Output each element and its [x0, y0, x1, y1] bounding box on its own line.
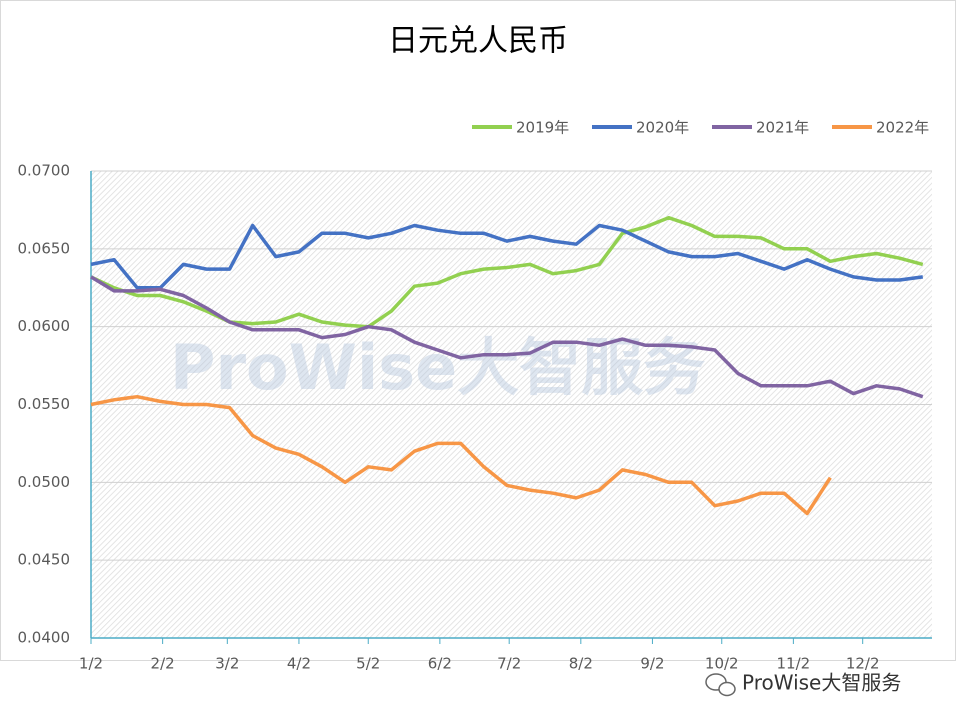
x-tick-label: 2/2 — [151, 655, 175, 673]
y-tick-label: 0.0550 — [18, 395, 71, 413]
x-tick-label: 3/2 — [215, 655, 239, 673]
footer: ProWise大智服务 — [742, 671, 901, 695]
y-tick-label: 0.0650 — [18, 239, 71, 257]
x-tick-label: 5/2 — [356, 655, 380, 673]
x-tick-label: 1/2 — [79, 655, 103, 673]
series-line — [90, 275, 924, 399]
series-line — [90, 223, 924, 290]
y-tick-label: 0.0400 — [18, 629, 71, 647]
y-tick-label: 0.0500 — [18, 473, 71, 491]
x-tick-label: 9/2 — [640, 655, 664, 673]
legend-item: 2019年 — [472, 119, 569, 137]
y-tick-label: 0.0700 — [18, 162, 71, 180]
x-tick-label: 8/2 — [569, 655, 593, 673]
legend-item: 2021年 — [712, 119, 809, 137]
legend-label: 2019年 — [516, 119, 569, 137]
y-tick-label: 0.0450 — [18, 551, 71, 569]
chart-title: 日元兑人民币 — [388, 24, 568, 59]
footer-icon — [705, 673, 736, 697]
legend-label: 2022年 — [876, 119, 929, 137]
x-tick-label: 4/2 — [287, 655, 311, 673]
legend-label: 2020年 — [636, 119, 689, 137]
x-tick-label: 12/2 — [846, 655, 880, 673]
legend-item: 2022年 — [832, 119, 929, 137]
legend-label: 2021年 — [756, 119, 809, 137]
x-tick-label: 7/2 — [497, 655, 521, 673]
y-tick-label: 0.0600 — [18, 317, 71, 335]
watermark: ProWise大智服务 — [170, 331, 705, 404]
x-tick-label: 6/2 — [428, 655, 452, 673]
x-tick-label: 11/2 — [777, 655, 811, 673]
x-tick-label: 10/2 — [705, 655, 739, 673]
legend-item: 2020年 — [592, 119, 689, 137]
series-line — [90, 394, 832, 516]
